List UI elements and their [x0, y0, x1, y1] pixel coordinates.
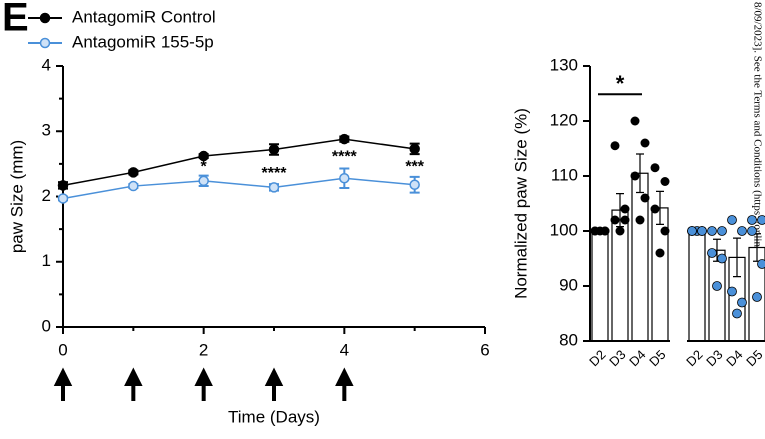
series-line [62, 177, 415, 200]
x-tick-label: 6 [480, 340, 489, 359]
data-point [717, 226, 727, 236]
data-point [57, 193, 69, 204]
data-point [717, 253, 727, 264]
data-point [687, 226, 697, 236]
x-tick-label: 4 [340, 340, 349, 359]
y-tick-label: 90 [559, 275, 578, 294]
y-tick-label: 130 [550, 55, 578, 74]
data-point [650, 163, 660, 173]
x-tick-label: 0 [58, 340, 67, 359]
data-point [635, 215, 645, 225]
data-point [339, 133, 350, 145]
legend-label: AntagomiR 155-5p [72, 32, 214, 51]
y-tick-label: 4 [42, 55, 51, 74]
y-axis-label: paw Size (mm) [7, 140, 26, 253]
panel-label: E [2, 0, 29, 40]
data-point [630, 171, 640, 181]
y-tick-label: 3 [42, 121, 51, 140]
legend-label: AntagomiR Control [72, 7, 216, 26]
y-tick-label: 80 [559, 330, 578, 349]
bar [591, 230, 609, 342]
data-point [600, 226, 610, 236]
legend-marker [39, 37, 51, 49]
significance-label: * [201, 158, 208, 175]
significance-label: **** [262, 165, 288, 182]
data-point [660, 177, 670, 186]
data-point [630, 116, 640, 126]
y-tick-label: 0 [42, 316, 51, 335]
x-tick-label: 2 [199, 340, 208, 359]
watermark: 8/09/2023]. See the Terms and Conditions… [751, 2, 763, 321]
data-point [268, 144, 280, 155]
data-point [268, 182, 280, 193]
data-point [409, 143, 420, 155]
x-tick-label: D3 [703, 347, 725, 369]
y-tick-label: 100 [550, 220, 578, 239]
data-point [590, 226, 600, 236]
injection-arrow [335, 367, 354, 401]
data-point [732, 308, 742, 319]
data-point [707, 226, 717, 236]
y-tick-label: 110 [551, 165, 578, 184]
significance-label: *** [405, 158, 424, 175]
data-point [57, 180, 69, 191]
data-point [128, 180, 139, 192]
data-point [409, 179, 420, 191]
data-point [712, 281, 722, 291]
injection-arrow [124, 367, 143, 401]
data-point [610, 141, 620, 151]
y-tick-label: 1 [42, 251, 51, 270]
data-point [727, 286, 737, 297]
data-point [620, 204, 630, 214]
x-tick-label: D3 [606, 347, 628, 369]
data-point [737, 297, 747, 308]
data-point [615, 226, 625, 236]
data-point [757, 215, 765, 225]
data-point [660, 226, 670, 236]
error-bar [636, 153, 644, 194]
data-point [707, 248, 717, 258]
error-bar [656, 190, 664, 225]
data-point [339, 172, 350, 184]
data-point [655, 248, 665, 258]
data-point [128, 167, 139, 178]
significance-label: **** [332, 149, 358, 166]
data-point [697, 226, 707, 236]
x-tick-label: D4 [626, 347, 648, 369]
x-tick-label: D4 [723, 347, 745, 369]
data-point [747, 226, 757, 236]
y-tick-label: 120 [550, 110, 578, 129]
x-axis-label: Time (Days) [228, 407, 320, 426]
x-tick-label: D5 [743, 347, 765, 369]
significance-label: * [616, 71, 625, 96]
bar [688, 230, 706, 342]
data-point [610, 215, 620, 225]
legend-marker [39, 12, 51, 24]
injection-arrow [264, 367, 284, 401]
injection-arrow [194, 367, 213, 401]
data-point [747, 215, 757, 225]
data-point [757, 259, 765, 269]
y-axis-label: Normalized paw Size (%) [511, 108, 530, 299]
x-tick-label: D2 [586, 347, 608, 369]
data-point [640, 193, 650, 203]
data-point [727, 215, 737, 225]
x-tick-label: D2 [683, 347, 705, 369]
data-point [752, 292, 762, 302]
bar [708, 249, 726, 342]
error-bar [733, 237, 741, 278]
data-point [620, 215, 630, 225]
data-point [640, 138, 650, 148]
series-line [62, 138, 415, 187]
data-point [198, 175, 209, 187]
injection-arrow [53, 367, 73, 401]
data-point [650, 204, 660, 214]
data-point [198, 150, 209, 162]
y-tick-label: 2 [42, 186, 51, 205]
data-point [737, 226, 747, 236]
x-tick-label: D5 [646, 347, 668, 369]
